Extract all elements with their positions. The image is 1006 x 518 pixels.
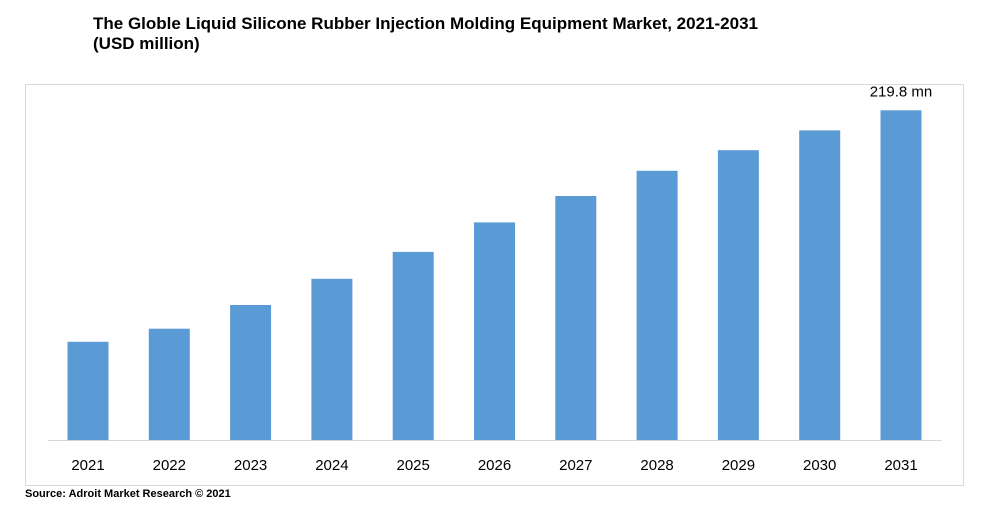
bar-2028 <box>636 170 678 441</box>
chart-title-line2: (USD million) <box>93 34 200 53</box>
bar-2025 <box>392 251 434 440</box>
source-note: Source: Adroit Market Research © 2021 <box>25 488 231 500</box>
bar-2022 <box>148 328 190 440</box>
bar-2027 <box>555 196 597 440</box>
x-tick-label-2025: 2025 <box>397 457 430 474</box>
bar-2026 <box>474 222 515 440</box>
x-tick-label-2028: 2028 <box>640 457 673 474</box>
x-tick-label-2030: 2030 <box>803 457 836 474</box>
x-tick-label-2022: 2022 <box>153 457 186 474</box>
data-label-2031: 219.8 mn <box>870 83 933 100</box>
x-tick-label-2024: 2024 <box>315 457 348 474</box>
bar-2029 <box>717 150 759 440</box>
x-tick-label-2023: 2023 <box>234 457 267 474</box>
bar-2023 <box>230 305 272 440</box>
bar-2024 <box>311 278 353 441</box>
x-tick-label-2031: 2031 <box>884 457 917 474</box>
chart-title-line1: The Globle Liquid Silicone Rubber Inject… <box>93 14 758 33</box>
bar-2021 <box>67 341 109 441</box>
x-tick-label-2027: 2027 <box>559 457 592 474</box>
bar-2030 <box>799 130 841 440</box>
chart-title: The Globle Liquid Silicone Rubber Inject… <box>93 14 893 54</box>
bar-2031 <box>880 110 922 441</box>
x-tick-label-2021: 2021 <box>71 457 104 474</box>
x-tick-label-2029: 2029 <box>722 457 755 474</box>
x-tick-label-2026: 2026 <box>478 457 511 474</box>
